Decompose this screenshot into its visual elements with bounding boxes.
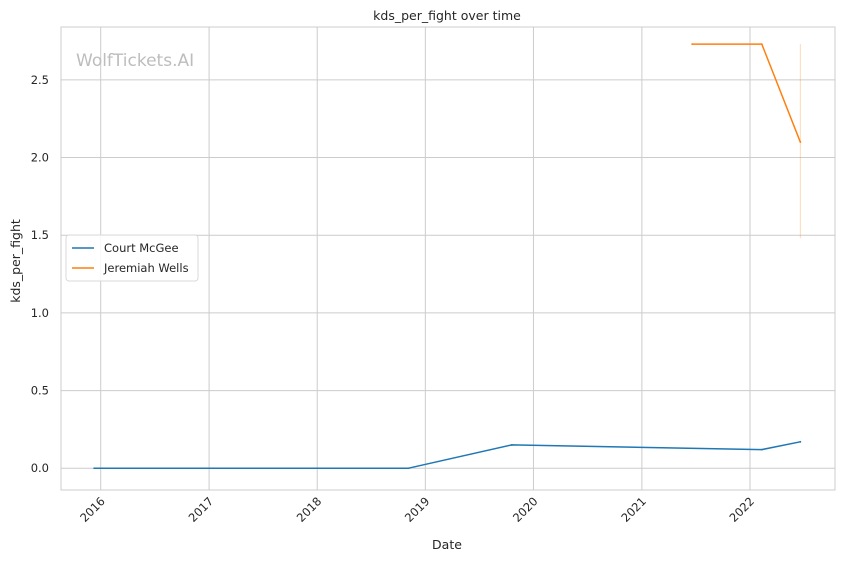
legend: Court McGee Jeremiah Wells [65,234,199,282]
y-tick-labels: 0.0 0.5 1.0 1.5 2.0 2.5 [31,73,49,475]
chart-title: kds_per_fight over time [373,8,521,23]
data-point-jeremiah-wells [799,141,802,143]
data-point-jeremiah-wells [760,43,763,45]
y-tick-label: 1.0 [31,306,49,320]
series-layer [93,43,802,470]
x-axis-label: Date [432,537,462,552]
y-tick-label: 2.0 [31,151,49,165]
plot-frame [60,26,836,491]
y-tick-label: 1.5 [31,228,49,242]
data-point-court-mcgee [760,448,763,451]
legend-label: Court McGee [104,241,179,255]
watermark: WolfTickets.AI [76,51,194,71]
data-point-court-mcgee [93,467,96,470]
y-tick-label: 0.0 [31,461,49,475]
data-point-court-mcgee [799,440,802,443]
y-axis-label: kds_per_fight [8,219,23,303]
data-point-court-mcgee [407,467,410,470]
legend-label: Jeremiah Wells [103,261,189,275]
data-point-court-mcgee [510,444,513,446]
y-tick-label: 2.5 [31,73,49,87]
y-tick-label: 0.5 [31,384,49,398]
data-point-jeremiah-wells [691,43,694,45]
legend-box [65,234,199,282]
